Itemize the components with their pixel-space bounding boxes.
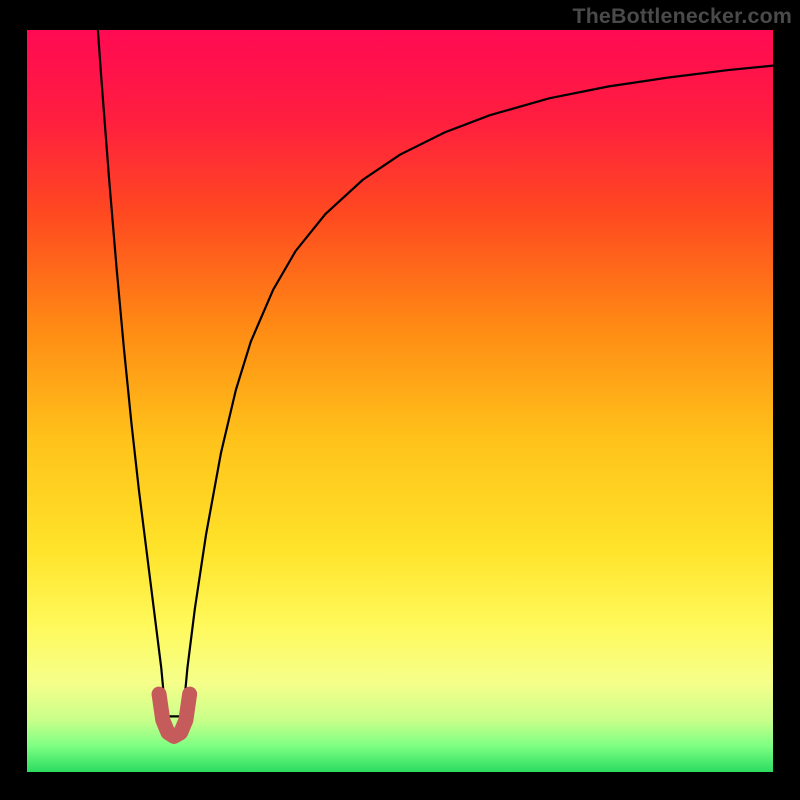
plot-area	[27, 30, 773, 772]
chart-frame: TheBottlenecker.com	[0, 0, 800, 800]
curve-layer	[27, 30, 773, 772]
bottleneck-curve	[98, 30, 773, 716]
watermark-text: TheBottlenecker.com	[572, 4, 792, 29]
dip-marker	[159, 694, 190, 736]
